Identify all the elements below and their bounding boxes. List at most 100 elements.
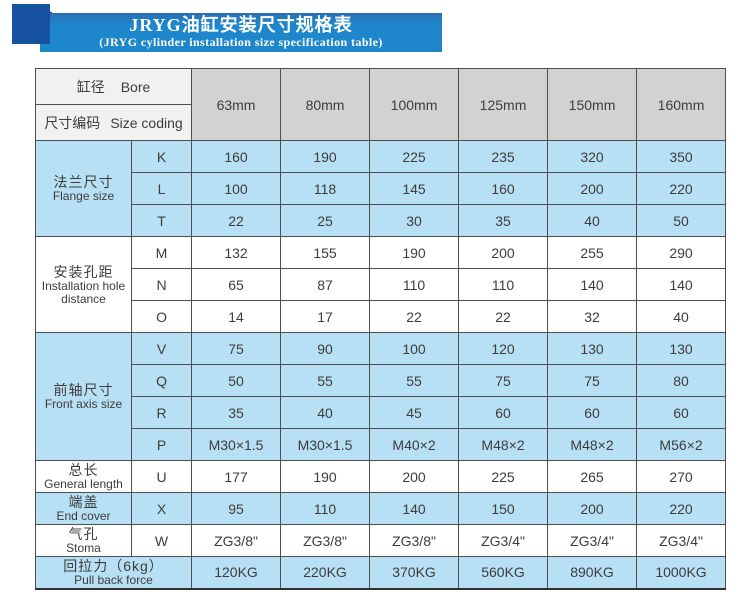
value-cell: 90: [280, 332, 371, 365]
value-cell: 35: [191, 396, 282, 429]
brand-square: [12, 4, 50, 44]
code-cell: T: [130, 204, 193, 237]
value-cell: 140: [547, 268, 638, 301]
value-cell: 65: [191, 268, 282, 301]
value-cell: 220: [636, 172, 727, 205]
value-cell: 110: [369, 268, 460, 301]
code-cell: R: [130, 396, 193, 429]
value-cell: 75: [458, 364, 549, 397]
value-cell: 190: [280, 140, 371, 173]
group-label-zh: 前轴尺寸: [53, 382, 114, 398]
value-cell: 200: [547, 492, 638, 525]
value-cell: ZG3/8": [191, 524, 282, 557]
value-cell: 75: [547, 364, 638, 397]
group-label-en: Installation hole distance: [41, 278, 126, 306]
code-cell: V: [130, 332, 193, 365]
value-cell: 220: [636, 492, 727, 525]
value-cell: 22: [369, 300, 460, 333]
bore-column-header: 160mm: [636, 68, 727, 141]
value-cell: 255: [547, 236, 638, 269]
value-cell: 270: [636, 460, 727, 493]
value-cell: 110: [280, 492, 371, 525]
code-cell: W: [130, 524, 193, 557]
value-cell: 220KG: [280, 556, 371, 589]
value-cell: 130: [636, 332, 727, 365]
value-cell: 17: [280, 300, 371, 333]
value-cell: 110: [458, 268, 549, 301]
value-cell: 120: [458, 332, 549, 365]
title-banner: JRYG油缸安装尺寸规格表 (JRYG cylinder installatio…: [40, 13, 442, 52]
value-cell: 140: [636, 268, 727, 301]
value-cell: M30×1.5: [280, 428, 371, 461]
value-cell: 60: [636, 396, 727, 429]
value-cell: 190: [369, 236, 460, 269]
value-cell: 14: [191, 300, 282, 333]
code-cell: P: [130, 428, 193, 461]
value-cell: 25: [280, 204, 371, 237]
group-label-en: Stoma: [66, 541, 101, 555]
value-cell: M56×2: [636, 428, 727, 461]
code-cell: Q: [130, 364, 193, 397]
value-cell: 40: [636, 300, 727, 333]
value-cell: M48×2: [458, 428, 549, 461]
code-cell: X: [130, 492, 193, 525]
group-label-zh: 回拉力（6kg）: [63, 557, 164, 574]
bore-column-header: 125mm: [458, 68, 549, 141]
group-label-cell: 法兰尺寸 Flange size: [35, 140, 132, 237]
corner-size-coding-cell: 尺寸编码 Size coding: [34, 104, 193, 141]
value-cell: 60: [458, 396, 549, 429]
group-label-en: End cover: [56, 509, 111, 523]
value-cell: ZG3/8": [369, 524, 460, 557]
value-cell: 75: [191, 332, 282, 365]
value-cell: 225: [458, 460, 549, 493]
value-cell: 100: [369, 332, 460, 365]
value-cell: 190: [280, 460, 371, 493]
value-cell: 200: [369, 460, 460, 493]
group-label-zh: 总长: [68, 462, 99, 478]
spec-table: 缸径 Bore 63mm 80mm 100mm 125mm 150mm 160mm 尺寸编码 Si…: [34, 68, 727, 590]
group-label-zh: 法兰尺寸: [53, 174, 114, 190]
value-cell: 155: [280, 236, 371, 269]
value-cell: 118: [280, 172, 371, 205]
group-label-cell: 气孔 Stoma: [35, 524, 132, 557]
value-cell: 370KG: [369, 556, 460, 589]
value-cell: 95: [191, 492, 282, 525]
value-cell: 130: [547, 332, 638, 365]
bore-column-header: 80mm: [280, 68, 371, 141]
value-cell: 890KG: [547, 556, 638, 589]
value-cell: 40: [547, 204, 638, 237]
group-label-zh: 安装孔距: [53, 263, 114, 280]
value-cell: 145: [369, 172, 460, 205]
value-cell: 160: [458, 172, 549, 205]
value-cell: 265: [547, 460, 638, 493]
value-cell: ZG3/4": [547, 524, 638, 557]
value-cell: 50: [636, 204, 727, 237]
group-label-cell: 前轴尺寸 Front axis size: [35, 332, 132, 461]
group-label-cell: 端盖 End cover: [35, 492, 132, 525]
group-label-cell: 总长 General length: [35, 460, 132, 493]
value-cell: 35: [458, 204, 549, 237]
value-cell: 30: [369, 204, 460, 237]
code-cell: O: [130, 300, 193, 333]
code-cell: K: [130, 140, 193, 173]
value-cell: 235: [458, 140, 549, 173]
group-label-zh: 气孔: [68, 526, 99, 542]
group-label-cell: 安装孔距 Installation hole distance: [35, 236, 132, 333]
corner-size-coding-label-zh: 尺寸编码: [44, 114, 101, 131]
value-cell: 225: [369, 140, 460, 173]
code-cell: N: [130, 268, 193, 301]
page-title: JRYG油缸安装尺寸规格表: [129, 15, 353, 35]
code-cell: M: [130, 236, 193, 269]
value-cell: 60: [547, 396, 638, 429]
corner-bore-cell: 缸径 Bore: [34, 68, 193, 105]
value-cell: 45: [369, 396, 460, 429]
value-cell: ZG3/8": [280, 524, 371, 557]
value-cell: 160: [191, 140, 282, 173]
corner-bore-label-en: Bore: [120, 78, 151, 95]
value-cell: ZG3/4": [458, 524, 549, 557]
value-cell: 32: [547, 300, 638, 333]
group-label-en: Front axis size: [44, 397, 123, 411]
value-cell: 320: [547, 140, 638, 173]
value-cell: 290: [636, 236, 727, 269]
value-cell: 177: [191, 460, 282, 493]
